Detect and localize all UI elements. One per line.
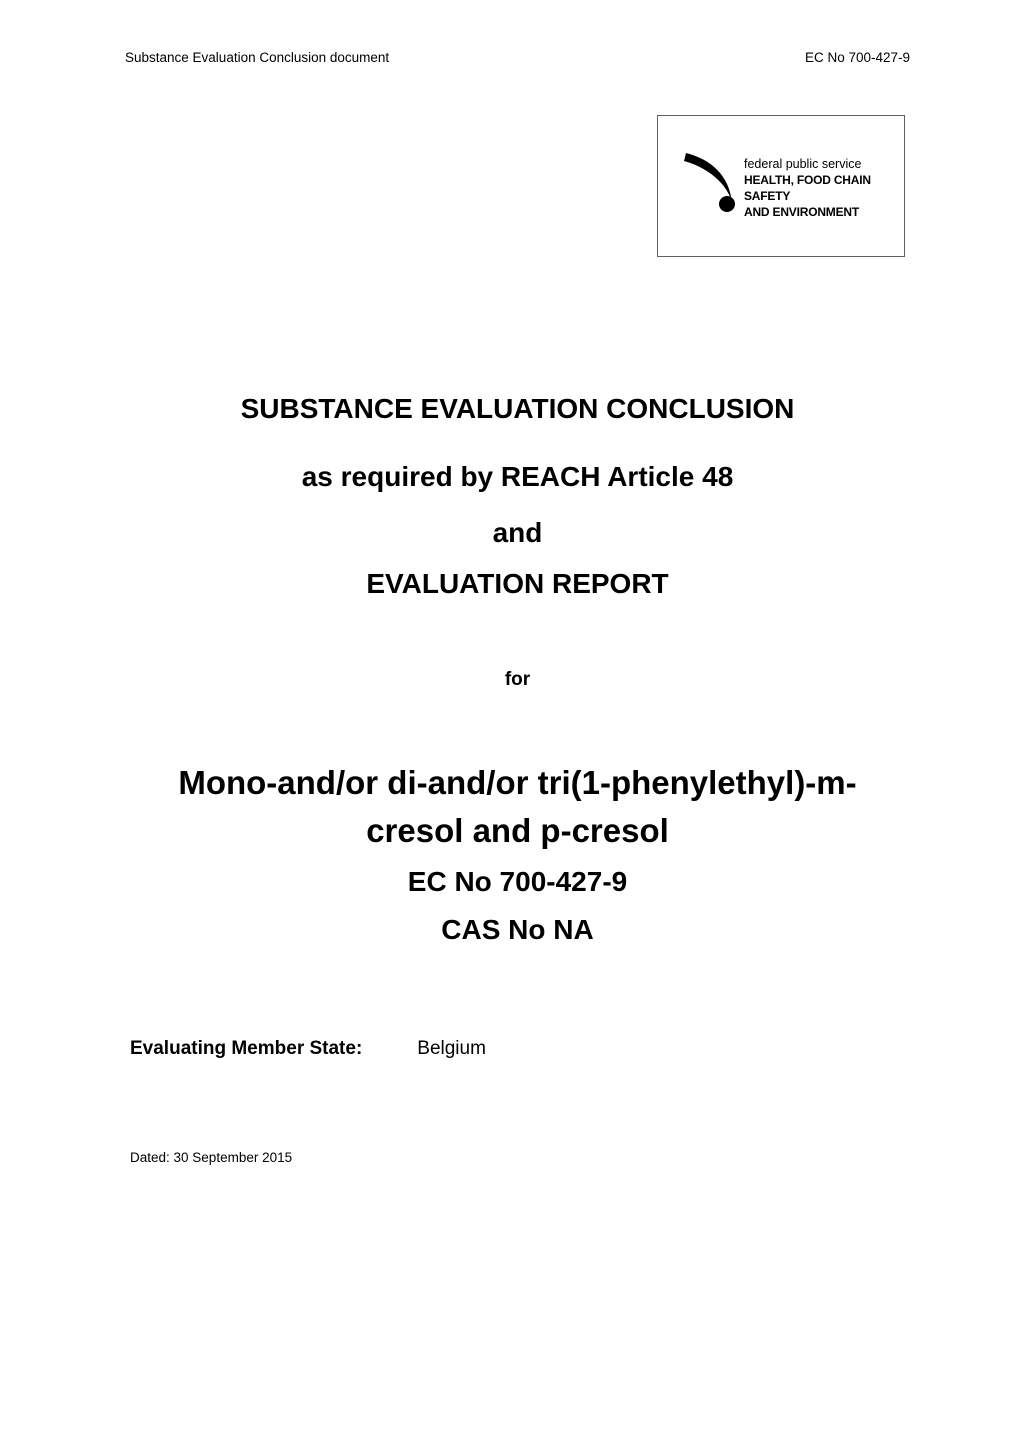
logo-line3: AND ENVIRONMENT [744,204,888,220]
evaluating-member-state-row: Evaluating Member State: Belgium [130,1038,910,1060]
header-right: EC No 700-427-9 [805,50,910,65]
heading-and: and [125,514,910,552]
substance-title-line2: cresol and p-cresol [125,807,910,855]
header-left: Substance Evaluation Conclusion document [125,50,389,65]
for-label: for [125,669,910,691]
agency-logo-text: federal public service HEALTH, FOOD CHAI… [744,157,888,221]
heading-conclusion: SUBSTANCE EVALUATION CONCLUSION [125,390,910,428]
substance-title-line1: Mono-and/or di-and/or tri(1-phenylethyl)… [125,759,910,807]
evaluating-label: Evaluating Member State: [130,1038,362,1060]
heading-required-by: as required by REACH Article 48 [125,458,910,496]
logo-line1: federal public service [744,157,888,172]
ec-number: EC No 700-427-9 [125,863,910,901]
heading-evaluation-report: EVALUATION REPORT [125,565,910,603]
logo-line2: HEALTH, FOOD CHAIN SAFETY [744,172,888,204]
agency-logo: federal public service HEALTH, FOOD CHAI… [680,149,888,229]
cas-number: CAS No NA [125,911,910,949]
running-header: Substance Evaluation Conclusion document… [125,50,910,65]
agency-logo-box: federal public service HEALTH, FOOD CHAI… [657,115,905,257]
evaluating-value: Belgium [417,1038,486,1060]
page: Substance Evaluation Conclusion document… [0,0,1020,1442]
dated-line: Dated: 30 September 2015 [130,1150,910,1165]
swoosh-icon [680,149,738,229]
